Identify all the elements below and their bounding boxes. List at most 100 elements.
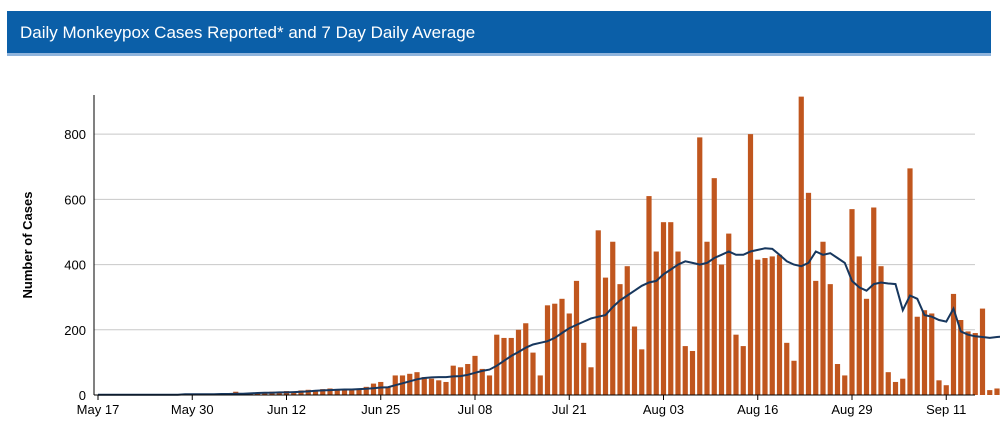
- x-tick-label: Aug 16: [737, 402, 778, 417]
- bar: [436, 380, 442, 395]
- bar: [457, 367, 464, 395]
- bar: [987, 390, 993, 395]
- x-tick-label: May 30: [171, 402, 214, 417]
- bar: [733, 334, 739, 395]
- bar: [689, 350, 696, 395]
- bar: [762, 258, 768, 395]
- bar: [704, 241, 710, 395]
- bar: [610, 241, 616, 395]
- bar: [399, 375, 406, 395]
- bar: [921, 310, 928, 395]
- bar: [726, 233, 732, 395]
- bar: [747, 134, 754, 395]
- bar: [363, 386, 369, 395]
- bar: [573, 280, 580, 395]
- x-tick-label: Jun 25: [361, 402, 400, 417]
- bar: [653, 251, 659, 395]
- bar: [871, 207, 877, 395]
- bar: [740, 346, 746, 395]
- bar: [820, 241, 826, 395]
- bar: [320, 389, 326, 395]
- bar: [566, 313, 572, 395]
- bar: [943, 385, 949, 395]
- bar: [958, 320, 964, 395]
- x-tick-label: Aug 29: [831, 402, 872, 417]
- bar: [421, 377, 427, 395]
- bar: [885, 372, 891, 395]
- chart-header: Daily Monkeypox Cases Reported* and 7 Da…: [7, 11, 991, 56]
- bar: [914, 316, 920, 395]
- bar: [900, 378, 906, 395]
- average-line: [98, 247, 1000, 396]
- y-tick-label: 0: [79, 388, 86, 403]
- bar: [979, 308, 986, 395]
- bar: [936, 380, 942, 395]
- y-tick-label: 600: [64, 192, 86, 207]
- y-tick-label: 400: [64, 258, 86, 273]
- bar: [907, 168, 913, 395]
- bar: [675, 251, 681, 395]
- y-tick-label: 200: [64, 323, 86, 338]
- bar: [994, 388, 1000, 395]
- bar: [827, 284, 833, 395]
- bar: [334, 389, 340, 395]
- bar: [668, 222, 674, 395]
- bar: [414, 372, 420, 395]
- bar: [327, 388, 333, 395]
- bar: [537, 375, 543, 395]
- bar: [834, 364, 841, 395]
- bar: [631, 326, 638, 395]
- bar: [697, 137, 703, 396]
- y-tick-label: 800: [64, 127, 86, 142]
- bar: [718, 264, 725, 395]
- bar: [443, 381, 449, 395]
- bar: [950, 293, 957, 395]
- bar: [544, 305, 551, 395]
- bar: [588, 367, 594, 395]
- bar: [595, 230, 601, 395]
- bar: [472, 355, 478, 395]
- bar: [863, 298, 870, 395]
- bar: [479, 368, 485, 395]
- bar: [624, 266, 630, 395]
- bar: [639, 349, 645, 395]
- bar: [849, 209, 855, 395]
- chart-title: Daily Monkeypox Cases Reported* and 7 Da…: [20, 23, 476, 42]
- bar: [805, 192, 812, 395]
- bar: [660, 222, 667, 395]
- bar: [776, 254, 783, 395]
- bar: [878, 266, 884, 395]
- bar: [552, 303, 558, 395]
- bar: [428, 378, 435, 395]
- bar: [523, 323, 529, 395]
- bar: [856, 256, 862, 395]
- bar: [298, 390, 304, 395]
- x-tick-label: Jun 12: [267, 402, 306, 417]
- bar: [617, 284, 623, 395]
- bar: [602, 277, 609, 395]
- bar: [798, 96, 804, 395]
- bar: [341, 389, 348, 395]
- bar: [385, 386, 391, 395]
- y-axis-label: Number of Cases: [20, 192, 35, 299]
- bar: [486, 375, 493, 395]
- bar: [682, 346, 688, 395]
- bar: [842, 375, 848, 395]
- bar: [972, 333, 978, 395]
- bar: [530, 352, 536, 395]
- x-tick-label: Sep 11: [926, 402, 966, 417]
- x-tick-label: Jul 08: [458, 402, 493, 417]
- bar: [515, 329, 522, 395]
- bar: [276, 392, 282, 395]
- bar: [508, 337, 514, 395]
- bar: [407, 373, 413, 395]
- bar: [465, 364, 471, 395]
- bar: [291, 391, 297, 395]
- bar: [892, 381, 899, 395]
- bar: [965, 331, 971, 395]
- bar: [784, 342, 790, 395]
- bar: [711, 178, 717, 395]
- bar: [646, 196, 652, 395]
- bar: [450, 365, 456, 395]
